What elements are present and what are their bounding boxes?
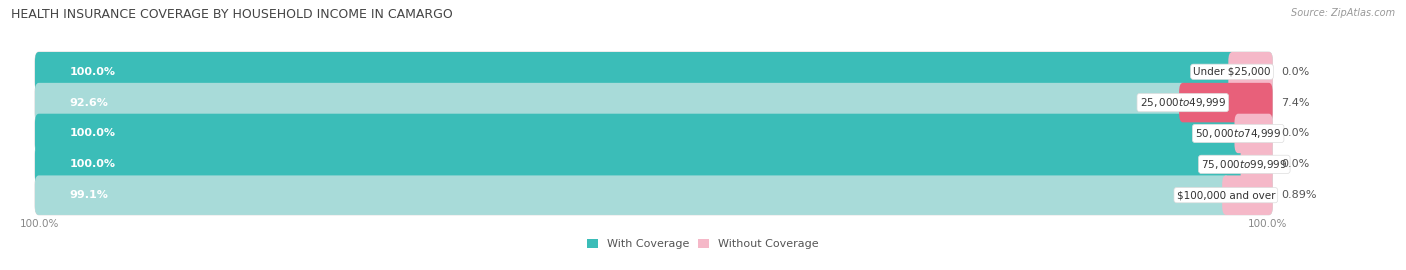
Text: 100.0%: 100.0%: [69, 129, 115, 139]
Text: 0.89%: 0.89%: [1281, 190, 1316, 200]
Legend: With Coverage, Without Coverage: With Coverage, Without Coverage: [582, 235, 824, 254]
Text: HEALTH INSURANCE COVERAGE BY HOUSEHOLD INCOME IN CAMARGO: HEALTH INSURANCE COVERAGE BY HOUSEHOLD I…: [11, 8, 453, 21]
Text: $25,000 to $49,999: $25,000 to $49,999: [1140, 96, 1226, 109]
FancyBboxPatch shape: [35, 144, 1272, 184]
FancyBboxPatch shape: [1240, 144, 1272, 184]
FancyBboxPatch shape: [35, 114, 1272, 153]
FancyBboxPatch shape: [1180, 83, 1272, 122]
FancyBboxPatch shape: [35, 176, 1229, 215]
Text: 100.0%: 100.0%: [1249, 219, 1288, 229]
FancyBboxPatch shape: [35, 83, 1272, 122]
FancyBboxPatch shape: [35, 52, 1272, 92]
FancyBboxPatch shape: [35, 144, 1249, 184]
Text: 92.6%: 92.6%: [69, 97, 108, 108]
Text: 0.0%: 0.0%: [1281, 159, 1309, 169]
Text: 0.0%: 0.0%: [1281, 67, 1309, 77]
FancyBboxPatch shape: [35, 176, 1272, 215]
Text: 100.0%: 100.0%: [69, 67, 115, 77]
Text: 99.1%: 99.1%: [69, 190, 108, 200]
FancyBboxPatch shape: [35, 52, 1236, 92]
Text: $100,000 and over: $100,000 and over: [1177, 190, 1275, 200]
Text: 7.4%: 7.4%: [1281, 97, 1310, 108]
FancyBboxPatch shape: [35, 83, 1187, 122]
FancyBboxPatch shape: [1222, 176, 1272, 215]
Text: 100.0%: 100.0%: [20, 219, 59, 229]
Text: 0.0%: 0.0%: [1281, 129, 1309, 139]
Text: $75,000 to $99,999: $75,000 to $99,999: [1201, 158, 1288, 171]
Text: Under $25,000: Under $25,000: [1194, 67, 1271, 77]
Text: $50,000 to $74,999: $50,000 to $74,999: [1195, 127, 1281, 140]
Text: 100.0%: 100.0%: [69, 159, 115, 169]
FancyBboxPatch shape: [1234, 114, 1272, 153]
FancyBboxPatch shape: [1229, 52, 1272, 92]
Text: Source: ZipAtlas.com: Source: ZipAtlas.com: [1291, 8, 1395, 18]
FancyBboxPatch shape: [35, 114, 1241, 153]
